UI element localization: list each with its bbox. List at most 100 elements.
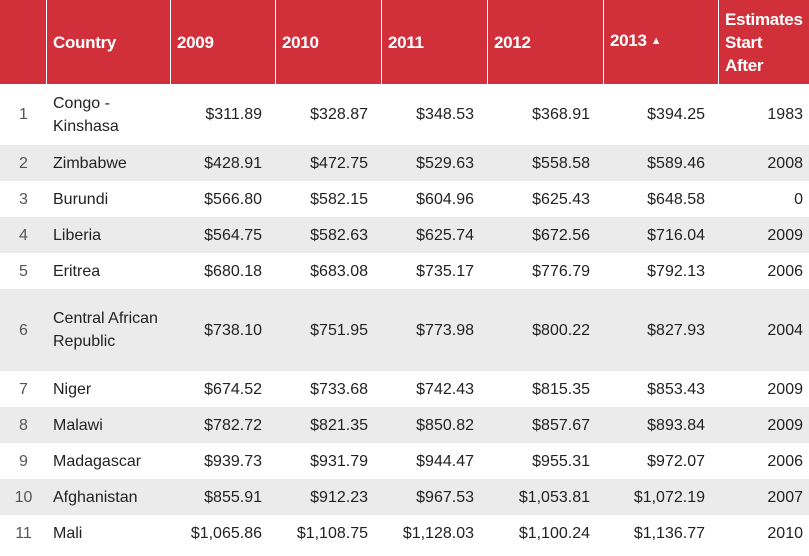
value-2009-cell: $680.18 bbox=[204, 262, 262, 280]
value-2009-cell: $311.89 bbox=[205, 106, 262, 123]
value-2010-cell: $931.79 bbox=[310, 452, 368, 470]
sort-ascending-icon: ▲ bbox=[650, 35, 662, 47]
row-index: 10 bbox=[0, 479, 47, 515]
row-index: 4 bbox=[0, 217, 47, 253]
table-body: 1 Congo - Kinshasa $311.89 $328.87 $348.… bbox=[0, 84, 809, 551]
estimates-start-after-cell: 2010 bbox=[767, 524, 803, 542]
value-2011-cell: $735.17 bbox=[416, 262, 474, 280]
value-2011-cell: $604.96 bbox=[416, 190, 474, 208]
estimates-start-after-cell: 2006 bbox=[767, 262, 803, 280]
country-cell: Afghanistan bbox=[47, 479, 171, 515]
value-2013-cell: $589.46 bbox=[604, 145, 719, 181]
value-2012-cell: $857.67 bbox=[488, 407, 604, 443]
header-country[interactable]: Country bbox=[47, 0, 171, 84]
value-2011-cell: $1,128.03 bbox=[402, 524, 474, 542]
header-2012[interactable]: 2012 bbox=[488, 0, 604, 84]
value-2013-cell: $394.25 bbox=[647, 106, 705, 123]
header-estimates-start-after[interactable]: Estimates Start After bbox=[719, 0, 809, 84]
value-2010-cell: $328.87 bbox=[310, 106, 368, 123]
table-row: 6 Central African Republic $738.10 $751.… bbox=[0, 289, 809, 371]
value-2012-cell: $625.43 bbox=[532, 190, 590, 208]
country-cell: Zimbabwe bbox=[47, 145, 171, 181]
value-2012-cell: $1,100.24 bbox=[518, 524, 590, 542]
table-header: Country 2009 2010 2011 2012 2013 ▲ Estima… bbox=[0, 0, 809, 84]
row-index: 1 bbox=[19, 106, 28, 123]
country-cell: Liberia bbox=[47, 217, 171, 253]
estimates-start-after-cell: 2006 bbox=[767, 452, 803, 470]
value-2009-cell: $855.91 bbox=[171, 479, 276, 515]
country-cell: Eritrea bbox=[53, 262, 101, 280]
header-2011[interactable]: 2011 bbox=[382, 0, 488, 84]
table-row: 7 Niger $674.52 $733.68 $742.43 $815.35 … bbox=[0, 371, 809, 407]
value-2012-cell: $1,053.81 bbox=[488, 479, 604, 515]
value-2010-cell: $582.15 bbox=[310, 190, 368, 208]
value-2010-cell: $751.95 bbox=[276, 289, 382, 371]
table-row: 9 Madagascar $939.73 $931.79 $944.47 $95… bbox=[0, 443, 809, 479]
value-2009-cell: $566.80 bbox=[204, 190, 262, 208]
table-row: 4 Liberia $564.75 $582.63 $625.74 $672.5… bbox=[0, 217, 809, 253]
header-2010[interactable]: 2010 bbox=[276, 0, 382, 84]
estimates-start-after-cell: 2009 bbox=[767, 380, 803, 398]
value-2013-cell: $972.07 bbox=[647, 452, 705, 470]
value-2011-cell: $529.63 bbox=[382, 145, 488, 181]
value-2013-cell: $716.04 bbox=[604, 217, 719, 253]
table-row: 1 Congo - Kinshasa $311.89 $328.87 $348.… bbox=[0, 84, 809, 145]
value-2011-cell: $348.53 bbox=[416, 106, 474, 123]
row-index: 6 bbox=[0, 289, 47, 371]
value-2012-cell: $955.31 bbox=[532, 452, 590, 470]
value-2013-cell: $1,136.77 bbox=[633, 524, 705, 542]
table-row: 2 Zimbabwe $428.91 $472.75 $529.63 $558.… bbox=[0, 145, 809, 181]
table-row: 5 Eritrea $680.18 $683.08 $735.17 $776.7… bbox=[0, 253, 809, 289]
value-2009-cell: $782.72 bbox=[171, 407, 276, 443]
row-index: 8 bbox=[0, 407, 47, 443]
country-cell: Congo - Kinshasa bbox=[53, 94, 119, 135]
value-2009-cell: $428.91 bbox=[171, 145, 276, 181]
value-2011-cell: $773.98 bbox=[382, 289, 488, 371]
header-2009[interactable]: 2009 bbox=[171, 0, 276, 84]
country-cell: Mali bbox=[53, 524, 83, 542]
value-2010-cell: $683.08 bbox=[310, 262, 368, 280]
value-2012-cell: $800.22 bbox=[488, 289, 604, 371]
estimates-start-after-cell: 2004 bbox=[719, 289, 809, 371]
value-2011-cell: $742.43 bbox=[416, 380, 474, 398]
value-2012-cell: $672.56 bbox=[488, 217, 604, 253]
value-2013-cell: $853.43 bbox=[647, 380, 705, 398]
table-row: 11 Mali $1,065.86 $1,108.75 $1,128.03 $1… bbox=[0, 515, 809, 551]
country-cell: Central African Republic bbox=[47, 289, 171, 371]
value-2013-cell: $792.13 bbox=[647, 262, 705, 280]
value-2012-cell: $815.35 bbox=[532, 380, 590, 398]
header-estimates-line2: Start bbox=[725, 32, 763, 52]
estimates-start-after-cell: 2007 bbox=[719, 479, 809, 515]
row-index: 3 bbox=[19, 190, 28, 208]
table-row: 8 Malawi $782.72 $821.35 $850.82 $857.67… bbox=[0, 407, 809, 443]
value-2012-cell: $368.91 bbox=[532, 106, 590, 123]
row-index: 5 bbox=[19, 262, 28, 280]
value-2009-cell: $564.75 bbox=[171, 217, 276, 253]
header-2013[interactable]: 2013 ▲ bbox=[604, 0, 719, 84]
row-index: 2 bbox=[0, 145, 47, 181]
value-2013-cell: $827.93 bbox=[604, 289, 719, 371]
estimates-start-after-cell: 2009 bbox=[719, 407, 809, 443]
value-2012-cell: $776.79 bbox=[532, 262, 590, 280]
table-row: 3 Burundi $566.80 $582.15 $604.96 $625.4… bbox=[0, 181, 809, 217]
value-2010-cell: $821.35 bbox=[276, 407, 382, 443]
value-2009-cell: $939.73 bbox=[204, 452, 262, 470]
value-2013-cell: $1,072.19 bbox=[604, 479, 719, 515]
value-2010-cell: $912.23 bbox=[276, 479, 382, 515]
value-2011-cell: $967.53 bbox=[382, 479, 488, 515]
country-cell: Madagascar bbox=[53, 452, 142, 470]
country-cell: Niger bbox=[53, 380, 92, 398]
value-2010-cell: $472.75 bbox=[276, 145, 382, 181]
header-estimates-line3: After bbox=[725, 55, 764, 75]
table-row: 10 Afghanistan $855.91 $912.23 $967.53 $… bbox=[0, 479, 809, 515]
header-estimates-line1: Estimates bbox=[725, 9, 803, 29]
estimates-start-after-cell: 0 bbox=[794, 190, 803, 208]
header-2013-label: 2013 bbox=[610, 31, 647, 50]
value-2009-cell: $674.52 bbox=[204, 380, 262, 398]
row-index: 9 bbox=[19, 452, 28, 470]
country-cell: Malawi bbox=[47, 407, 171, 443]
value-2013-cell: $648.58 bbox=[647, 190, 705, 208]
row-index: 7 bbox=[19, 380, 28, 398]
value-2009-cell: $738.10 bbox=[171, 289, 276, 371]
